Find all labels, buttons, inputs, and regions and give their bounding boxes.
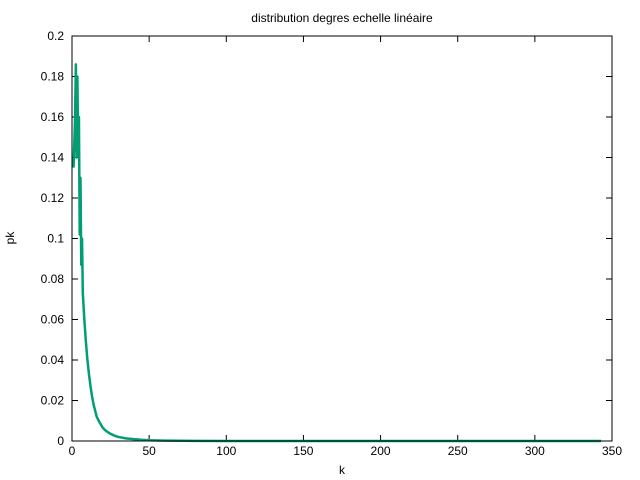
- y-tick-label: 0.2: [47, 29, 64, 43]
- y-tick-label: 0.1: [47, 232, 64, 246]
- y-axis-ticks: 0 0.02 0.04 0.06 0.08 0.1 0.12 0.14 0.16 0.18 0.2: [41, 29, 612, 448]
- x-tick-label: 200: [371, 444, 391, 458]
- series-layer: [72, 63, 602, 443]
- x-axis-label: k: [339, 463, 346, 477]
- x-tick-label: 0: [69, 444, 76, 458]
- y-tick-label: 0.16: [41, 110, 65, 124]
- x-tick-label: 50: [142, 444, 156, 458]
- x-tick-label: 250: [448, 444, 468, 458]
- series-line-0: [72, 63, 602, 443]
- y-tick-label: 0: [57, 434, 64, 448]
- y-tick-label: 0.14: [41, 151, 65, 165]
- x-tick-label: 100: [216, 444, 236, 458]
- y-axis-label: pk: [3, 231, 17, 245]
- y-tick-label: 0.12: [41, 191, 65, 205]
- x-axis-ticks: 0 50 100 150 200 250 300 350: [69, 36, 622, 458]
- chart-title: distribution degres echelle linéaire: [251, 11, 433, 25]
- y-tick-label: 0.04: [41, 353, 65, 367]
- x-tick-label: 150: [293, 444, 313, 458]
- x-tick-label: 350: [602, 444, 622, 458]
- y-tick-label: 0.02: [41, 394, 65, 408]
- x-tick-label: 300: [525, 444, 545, 458]
- y-tick-label: 0.18: [41, 70, 65, 84]
- plot-frame: [71, 35, 613, 442]
- y-tick-label: 0.08: [41, 272, 65, 286]
- y-tick-label: 0.06: [41, 313, 65, 327]
